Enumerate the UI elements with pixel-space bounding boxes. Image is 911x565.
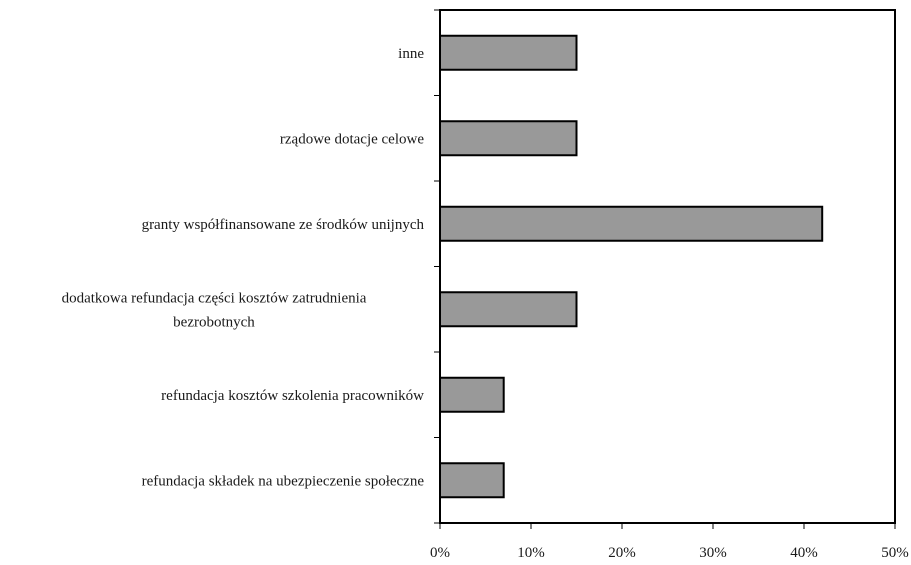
category-label-line: inne bbox=[398, 46, 424, 62]
plot-frame bbox=[439, 9, 896, 524]
x-tick-label: 0% bbox=[430, 545, 450, 561]
category-label-line: refundacja kosztów szkolenia pracowników bbox=[161, 388, 424, 404]
category-label: refundacja kosztów szkolenia pracowników bbox=[161, 388, 424, 404]
x-tick-label: 40% bbox=[790, 545, 818, 561]
category-label-line: rządowe dotacje celowe bbox=[280, 131, 424, 147]
bar bbox=[439, 376, 505, 413]
category-label: inne bbox=[398, 46, 424, 62]
x-tick-label: 20% bbox=[608, 545, 636, 561]
bar bbox=[439, 120, 578, 157]
category-label-line: bezrobotnych bbox=[173, 314, 255, 330]
bar bbox=[439, 462, 505, 499]
x-tick-label: 30% bbox=[699, 545, 727, 561]
x-tick-label: 50% bbox=[881, 545, 909, 561]
category-label: refundacja składek na ubezpieczenie społ… bbox=[142, 473, 425, 489]
bar bbox=[439, 34, 578, 71]
x-tick-label: 10% bbox=[517, 545, 545, 561]
category-label: rządowe dotacje celowe bbox=[280, 131, 424, 147]
bar bbox=[439, 205, 824, 242]
category-label-line: granty współfinansowane ze środków unijn… bbox=[142, 217, 425, 233]
category-label: granty współfinansowane ze środków unijn… bbox=[142, 217, 425, 233]
plot-area: 0% 10% 20% 30% 40% 50% inne rządowe dotacje cel… bbox=[62, 9, 909, 561]
category-label: dodatkowa refundacja części kosztów zatr… bbox=[62, 290, 367, 330]
category-label-line: dodatkowa refundacja części kosztów zatr… bbox=[62, 290, 367, 306]
category-label-line: refundacja składek na ubezpieczenie społ… bbox=[142, 473, 425, 489]
bar bbox=[439, 291, 578, 328]
